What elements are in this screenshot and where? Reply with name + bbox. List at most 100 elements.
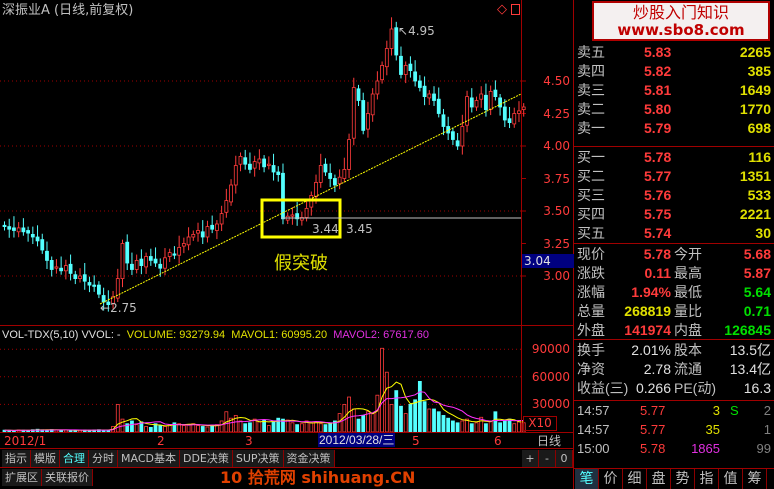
candle-body (417, 80, 422, 88)
volume-bar (248, 422, 252, 433)
tab-indicator[interactable]: 指示 (2, 450, 31, 467)
candle-body (16, 227, 21, 233)
volume-bar (304, 420, 309, 433)
buy-price: 5.77 (644, 168, 672, 184)
mavol10-line (4, 391, 524, 431)
volume-bar (134, 424, 139, 433)
candle-body (30, 233, 35, 238)
fundamental-value: 16.3 (743, 380, 771, 396)
tab-sup[interactable]: SUP决策 (232, 450, 284, 467)
quote-label: 今开 (674, 246, 702, 262)
period-selector[interactable]: 日线 (537, 434, 562, 448)
candle-body (498, 97, 503, 108)
panel-tab[interactable]: 势 (671, 469, 695, 489)
candle-body (370, 93, 375, 116)
sell-row[interactable]: 卖二 5.80 1770 (574, 100, 774, 119)
indicator-name[interactable]: VOL-TDX(5,10) VVOL: - (2, 329, 121, 341)
price-tick: 4.25 (543, 106, 570, 121)
sell-volume: 1649 (739, 82, 771, 98)
buy-label: 买三 (577, 187, 605, 203)
candle-body (181, 243, 186, 247)
volume-bar (422, 401, 427, 433)
volume-bar (403, 413, 408, 433)
quote-label: 总量 (577, 303, 605, 319)
buy-label: 买一 (577, 149, 605, 165)
quote-value: 141974 (624, 322, 671, 338)
tab-reasonable[interactable]: 合理 (60, 450, 89, 467)
candle-body (172, 253, 177, 256)
candle-body (120, 243, 125, 279)
volume-bar (356, 418, 361, 433)
pane-divider (0, 325, 574, 326)
tab-timeshare[interactable]: 分时 (89, 450, 118, 467)
volume-bar (276, 417, 281, 433)
panel-tab[interactable]: 值 (719, 469, 743, 489)
tab-macd[interactable]: MACD基本 (118, 450, 180, 467)
panel-tab[interactable]: 盘 (647, 469, 671, 489)
quote-label: 涨跌 (577, 265, 605, 281)
buy-row[interactable]: 买二 5.77 1351 (574, 167, 774, 186)
panel-tab[interactable]: 笔 (575, 469, 599, 489)
panel-tab[interactable]: 细 (623, 469, 647, 489)
volume-bar (469, 423, 474, 433)
candle-body (78, 275, 82, 279)
panel-tab[interactable]: 筹 (743, 469, 767, 489)
date-axis-top (0, 432, 574, 433)
volume-bar (417, 380, 422, 433)
fundamental-value: 2.78 (643, 361, 671, 377)
tab-dde[interactable]: DDE决策 (179, 450, 233, 467)
candle-body (214, 223, 219, 231)
volume-bar (432, 408, 436, 433)
volume-bar (158, 425, 163, 433)
panel-tab[interactable]: 指 (695, 469, 719, 489)
volume-bar (502, 420, 507, 433)
volume-bar (375, 394, 380, 433)
low-value: 2.75 (110, 301, 137, 315)
quote-value: 268819 (624, 303, 671, 319)
diamond-icon[interactable]: ◇ (497, 2, 507, 17)
kline-chart[interactable] (0, 0, 574, 489)
volume-bar (507, 418, 512, 433)
sell-row[interactable]: 卖五 5.83 2265 (574, 43, 774, 62)
sell-row[interactable]: 卖三 5.81 1649 (574, 81, 774, 100)
fundamental-label: 流通 (674, 361, 702, 377)
candle-body (441, 114, 446, 127)
candle-body (436, 98, 441, 114)
sell-row[interactable]: 卖一 5.79 698 (574, 119, 774, 138)
window-toggle-icon[interactable] (511, 4, 520, 15)
tab-related-quotes[interactable]: 关联报价 (42, 469, 93, 486)
sell-price: 5.83 (644, 44, 672, 60)
tab-fund[interactable]: 资金决策 (283, 450, 335, 467)
candle-body (488, 91, 493, 111)
panel-tab[interactable]: 价 (599, 469, 623, 489)
tab-template[interactable]: 模版 (31, 450, 60, 467)
volume-bar (488, 420, 493, 433)
tick-row: 14:57 5.77 3 S 2 (574, 401, 774, 420)
buy-price: 5.75 (644, 206, 672, 222)
buy-row[interactable]: 买五 5.74 30 (574, 224, 774, 243)
candle-body (59, 267, 64, 272)
candle-body (196, 230, 200, 234)
candle-body (323, 163, 328, 173)
buy-row[interactable]: 买四 5.75 2221 (574, 205, 774, 224)
buy-row[interactable]: 买一 5.78 116 (574, 148, 774, 167)
fundamental-label: 换手 (577, 342, 605, 358)
extension-tabs: 扩展区 关联报价 (2, 469, 93, 486)
candle-body (248, 163, 252, 170)
sell-price: 5.79 (644, 120, 672, 136)
zoom-out-button[interactable]: - (539, 450, 556, 467)
buy-volume: 1351 (739, 168, 771, 184)
candle-body (479, 93, 484, 100)
candle-body (512, 113, 517, 125)
buy-row[interactable]: 买三 5.76 533 (574, 186, 774, 205)
candle-body (186, 236, 191, 246)
candle-body (399, 55, 403, 75)
sell-row[interactable]: 卖四 5.82 385 (574, 62, 774, 81)
candle-body (394, 27, 399, 56)
fundamental-value: 0.266 (635, 380, 671, 396)
zoom-reset-button[interactable]: 0 (556, 450, 573, 467)
buy-volume: 2221 (739, 206, 771, 222)
candle-body (40, 239, 45, 251)
zoom-in-button[interactable]: + (522, 450, 539, 467)
tab-extension[interactable]: 扩展区 (2, 469, 42, 486)
